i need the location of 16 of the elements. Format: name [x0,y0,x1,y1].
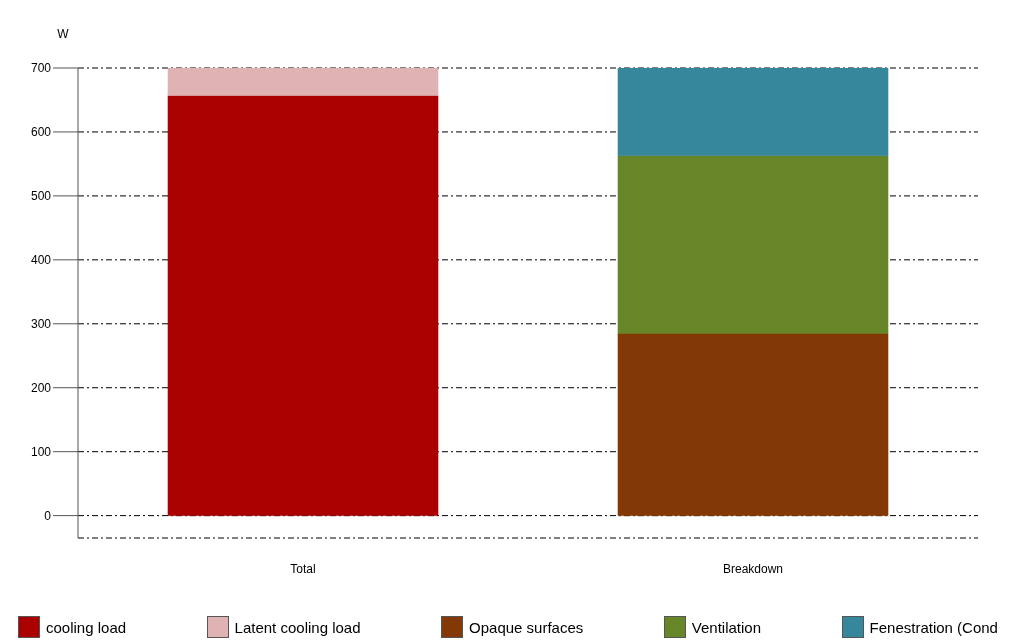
y-tick-label: 0 [44,508,52,523]
y-axis-title: W [57,27,70,41]
legend-label: Fenestration (Cond [869,618,998,636]
y-tick-label: 700 [30,61,52,76]
y-tick-label: 200 [30,380,52,395]
legend-label: Ventilation [691,618,762,636]
y-tick-label: 400 [30,253,52,268]
y-tick-label: 600 [30,125,52,140]
x-tick-label: Total [290,561,316,576]
y-tick-label: 300 [30,317,52,332]
y-tick-label: 500 [30,189,52,204]
legend-label: Opaque surfaces [469,618,584,636]
x-tick-label: Breakdown [722,561,784,576]
legend-label: cooling load [46,618,127,636]
legend-label: Latent cooling load [234,618,361,636]
y-tick-label: 100 [30,444,52,459]
